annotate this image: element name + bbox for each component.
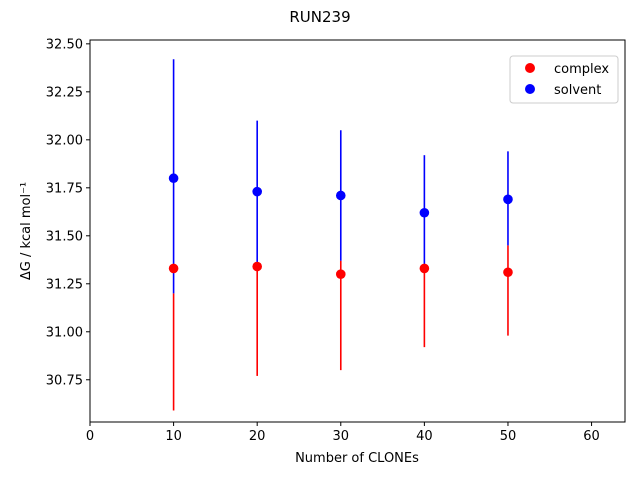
x-tick-label: 50	[500, 429, 517, 444]
x-tick-label: 60	[583, 429, 600, 444]
data-point-complex	[503, 267, 513, 278]
data-point-solvent	[503, 194, 513, 205]
y-tick-label: 32.00	[46, 133, 83, 148]
legend-label-complex: complex	[554, 62, 609, 77]
y-tick-label: 32.50	[46, 37, 83, 52]
x-axis-ticks: 0 10 20 30 40 50 60	[86, 422, 600, 444]
x-tick-label: 40	[416, 429, 433, 444]
y-tick-label: 31.00	[46, 325, 83, 340]
legend-box	[509, 55, 619, 104]
y-tick-label: 31.75	[46, 181, 83, 196]
y-tick-label: 32.25	[46, 85, 83, 100]
data-point-complex	[335, 269, 346, 279]
plot-area	[89, 39, 626, 423]
data-point-solvent	[252, 186, 262, 197]
y-tick-label: 31.25	[46, 277, 83, 292]
data-point-complex	[419, 263, 430, 274]
data-point-complex	[168, 263, 179, 274]
x-tick-label: 30	[333, 429, 350, 444]
error-bars	[172, 59, 509, 411]
data-point-solvent	[419, 207, 430, 218]
legend-marker-complex	[525, 63, 535, 73]
y-axis-label: ΔG / kcal mol⁻¹	[19, 182, 34, 280]
x-tick-label: 0	[86, 429, 94, 444]
data-point-complex	[252, 261, 262, 272]
x-tick-label: 20	[249, 429, 266, 444]
y-axis-ticks: 30.75 31.00 31.25 31.50 31.75 32.00 32.25 32.50	[46, 37, 90, 388]
data-points	[168, 173, 513, 279]
chart-title: RUN239	[289, 8, 350, 26]
data-point-solvent	[168, 173, 179, 184]
x-axis-label: Number of CLONEs	[295, 451, 419, 466]
y-tick-label: 31.50	[46, 229, 83, 244]
legend-label-solvent: solvent	[554, 83, 601, 98]
x-tick-label: 10	[165, 429, 182, 444]
data-point-solvent	[335, 190, 346, 201]
legend-marker-solvent	[525, 84, 535, 94]
legend: complex solvent	[509, 55, 619, 104]
y-tick-label: 30.75	[46, 373, 83, 388]
